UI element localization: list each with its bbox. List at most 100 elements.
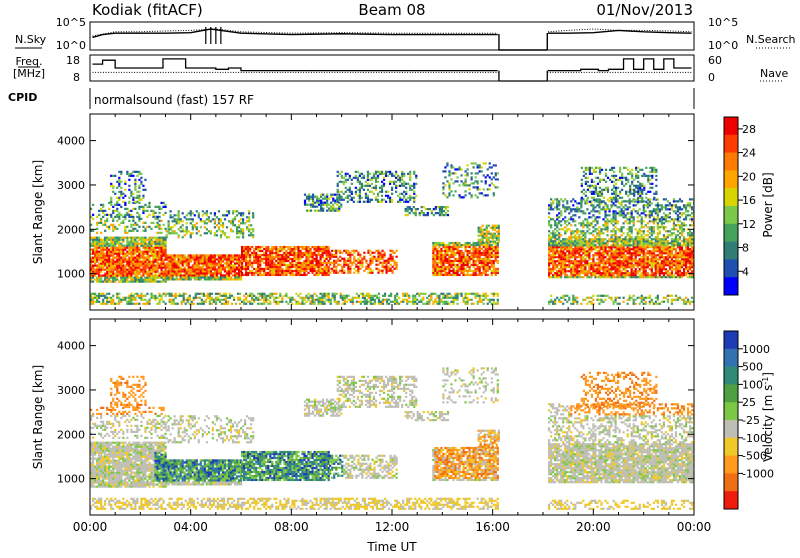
- power-cell-826: [172, 272, 174, 274]
- power-cell-4928: [612, 254, 614, 256]
- power-cell-1205: [236, 276, 238, 278]
- power-cell-2636: [128, 303, 130, 305]
- power-cell-499: [138, 279, 140, 281]
- power-cell-3508: [128, 173, 130, 175]
- power-cell-323: [120, 251, 122, 253]
- power-cell-811: [170, 276, 172, 278]
- power-cell-4919: [612, 274, 614, 276]
- power-cell-1709: [315, 258, 317, 260]
- power-cell-3419: [150, 228, 152, 230]
- power-cell-1138: [224, 270, 226, 272]
- power-cell-2564: [498, 229, 500, 231]
- power-cell-2764: [205, 295, 207, 297]
- power-cell-2307: [473, 270, 475, 272]
- power-cell-464: [134, 263, 136, 265]
- power-cell-4192: [242, 234, 244, 236]
- power-cell-1992: [387, 262, 389, 264]
- power-cell-762: [162, 241, 164, 243]
- power-cell-596: [146, 243, 148, 245]
- power-cell-857: [176, 260, 178, 262]
- power-cell-649: [152, 263, 154, 265]
- power-cell-1346: [257, 248, 259, 250]
- power-cell-3277: [100, 232, 102, 234]
- power-cell-4101: [206, 214, 208, 216]
- power-cell-4500: [562, 244, 564, 246]
- power-cell-166: [106, 267, 108, 269]
- power-cell-1644: [305, 264, 307, 266]
- power-cell-4526: [566, 266, 568, 268]
- power-cell-390: [128, 281, 130, 283]
- power-cell-4276: [462, 182, 464, 184]
- power-cell-2552: [496, 239, 498, 241]
- power-cell-956: [194, 270, 196, 272]
- power-cell-4866: [604, 238, 606, 240]
- power-cell-1892: [357, 272, 359, 274]
- power-cell-420: [130, 261, 132, 263]
- power-cell-2397: [485, 264, 487, 266]
- power-cell-3614: [326, 206, 328, 208]
- power-cell-781: [164, 245, 166, 247]
- power-cell-1735: [320, 258, 322, 260]
- power-cell-2305: [473, 274, 475, 276]
- power-cell-1393: [265, 246, 267, 248]
- power-cell-1802: [331, 262, 333, 264]
- power-cell-1827: [337, 260, 339, 262]
- power-cell-2267: [464, 242, 466, 244]
- power-cell-3994: [166, 234, 168, 236]
- power-cell-4682: [584, 274, 586, 276]
- power-cell-1977: [383, 262, 385, 264]
- power-cell-2256: [464, 270, 466, 272]
- power-cell-1757: [324, 266, 326, 268]
- power-cell-2318: [473, 246, 475, 248]
- power-cell-574: [144, 243, 146, 245]
- power-cell-279: [116, 255, 118, 257]
- power-cell-1815: [335, 272, 337, 274]
- power-cell-4277: [464, 194, 466, 196]
- power-cell-2422: [487, 246, 489, 248]
- power-cell-4065: [190, 210, 192, 212]
- power-cell-1516: [285, 270, 287, 272]
- power-cell-2283: [469, 274, 471, 276]
- power-cell-2821: [239, 297, 241, 299]
- power-cell-1980: [383, 254, 385, 256]
- power-cell-703: [158, 281, 160, 283]
- power-cell-994: [200, 272, 202, 274]
- power-cell-2601: [106, 303, 108, 305]
- power-cell-2649: [132, 297, 134, 299]
- power-cell-4708: [586, 252, 588, 254]
- power-cell-2003: [391, 272, 393, 274]
- power-cell-4076: [196, 232, 198, 234]
- power-cell-2260: [464, 260, 466, 262]
- power-cell-2771: [209, 297, 211, 299]
- power-cell-492: [136, 249, 138, 251]
- power-cell-225: [112, 279, 114, 281]
- power-cell-4034: [178, 210, 180, 212]
- power-cell-3062: [380, 303, 382, 305]
- power-cell-4129: [218, 218, 220, 220]
- power-cell-4274: [462, 196, 464, 198]
- power-cell-1220: [238, 268, 240, 270]
- power-cell-249: [114, 277, 116, 279]
- power-cell-4370: [548, 260, 550, 262]
- power-cell-2395: [485, 268, 487, 270]
- power-cell-4555: [568, 238, 570, 240]
- power-cell-3014: [354, 297, 356, 299]
- power-cell-1661: [307, 256, 309, 258]
- power-cell-1265: [245, 272, 247, 274]
- power-cell-4144: [224, 232, 226, 234]
- power-cell-560: [144, 273, 146, 275]
- power-cell-4640: [578, 250, 580, 252]
- power-cell-3487: [120, 193, 122, 195]
- power-cell-2085: [440, 274, 442, 276]
- power-cell-2302: [471, 252, 473, 254]
- power-cell-3573: [312, 206, 314, 208]
- power-cell-1946: [375, 264, 377, 266]
- power-cell-38: [94, 279, 96, 281]
- power-cell-2994: [342, 303, 344, 305]
- power-cell-1465: [277, 266, 279, 268]
- power-cell-4429: [554, 246, 556, 248]
- power-cell-4489: [562, 266, 564, 268]
- power-cell-3397: [140, 206, 142, 208]
- power-cell-254: [114, 265, 116, 267]
- power-cell-1428: [271, 260, 273, 262]
